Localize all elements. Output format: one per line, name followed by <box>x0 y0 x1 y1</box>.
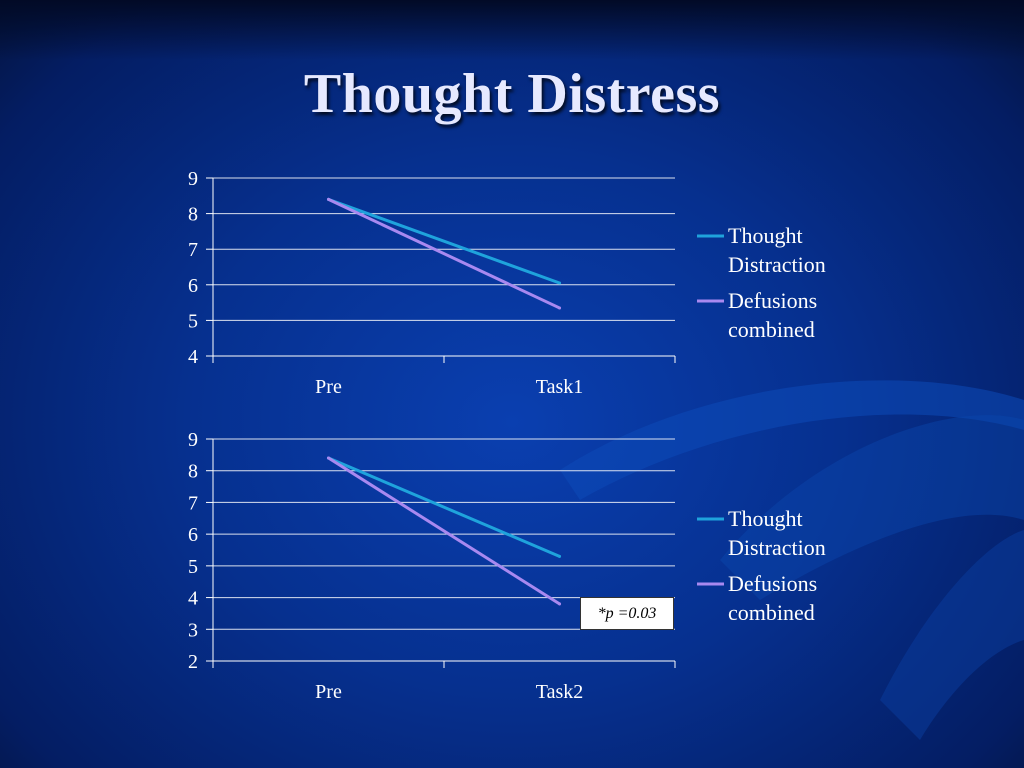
slide-title: Thought Distress <box>303 63 721 125</box>
legend-label-1-line-1: Thought <box>728 223 803 248</box>
y-tick-label-7: 7 <box>188 492 198 514</box>
series-line-2 <box>327 197 561 310</box>
x-tick-label-task2: Task2 <box>536 681 583 703</box>
y-tick-label-8: 8 <box>188 461 198 483</box>
legend-label-1-line-2: Distraction <box>728 252 826 277</box>
data-point-s2-0 <box>327 456 330 460</box>
significance-annotation: *p =0.03 <box>580 597 674 630</box>
data-point-s2-1 <box>558 602 561 606</box>
y-tick-label-8: 8 <box>188 204 198 226</box>
series-line-1 <box>327 197 561 285</box>
y-tick-label-2: 2 <box>188 651 198 673</box>
legend-label-2-line-2: combined <box>728 600 815 625</box>
data-point-s2-1 <box>558 306 561 310</box>
y-tick-label-5: 5 <box>188 310 198 332</box>
legend-label-2-line-2: combined <box>728 317 815 342</box>
y-tick-label-7: 7 <box>188 239 198 261</box>
top-band <box>0 0 1024 60</box>
data-point-s1-1 <box>558 281 561 285</box>
data-point-s1-1 <box>558 554 561 558</box>
series-line-1 <box>327 456 561 558</box>
y-tick-label-3: 3 <box>188 619 198 641</box>
y-tick-label-6: 6 <box>188 524 198 546</box>
legend-label-1-line-2: Distraction <box>728 535 826 560</box>
legend-label-1-line-1: Thought <box>728 506 803 531</box>
y-tick-label-9: 9 <box>188 429 198 451</box>
y-tick-label-9: 9 <box>188 168 198 190</box>
y-tick-label-5: 5 <box>188 556 198 578</box>
data-point-s2-0 <box>327 197 330 201</box>
x-tick-label-pre: Pre <box>315 681 342 703</box>
x-tick-label-task1: Task1 <box>536 376 583 398</box>
x-tick-label-pre: Pre <box>315 376 342 398</box>
y-tick-label-6: 6 <box>188 275 198 297</box>
legend-label-2-line-1: Defusions <box>728 571 817 596</box>
y-tick-label-4: 4 <box>188 588 198 610</box>
y-tick-label-4: 4 <box>188 346 198 368</box>
legend-label-2-line-1: Defusions <box>728 288 817 313</box>
series-line-2 <box>327 456 561 606</box>
